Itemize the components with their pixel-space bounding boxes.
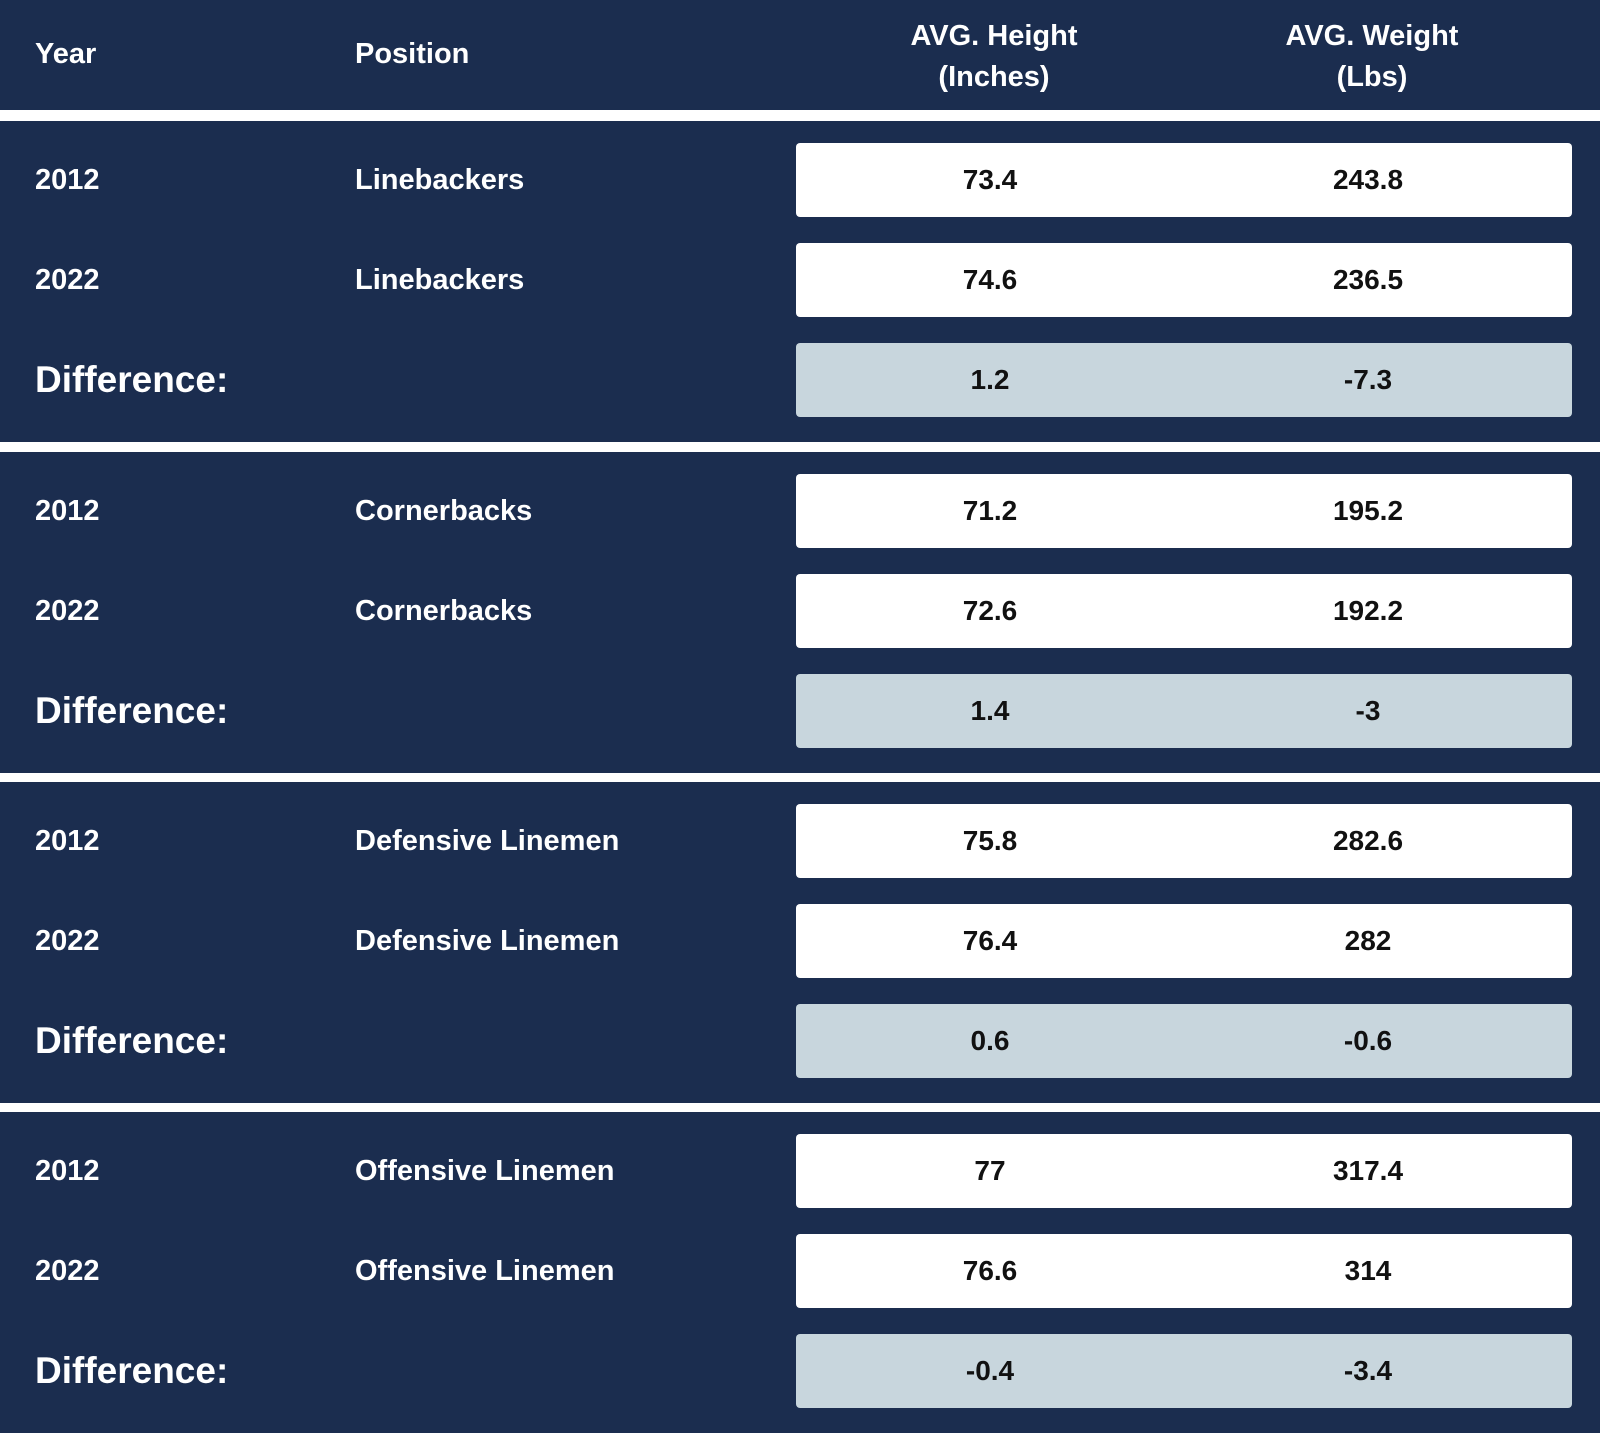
header-avg-weight-line2: (Lbs)	[1336, 61, 1408, 93]
avg-weight-value: 236.5	[1332, 264, 1404, 295]
year-cell: 2012	[35, 825, 100, 857]
position-cell: Offensive Linemen	[355, 1255, 615, 1287]
avg-height-value: 73.4	[962, 164, 1018, 195]
avg-height-value: 75.8	[962, 825, 1018, 856]
year-cell: 2022	[35, 1255, 100, 1287]
year-cell: 2012	[35, 164, 100, 196]
difference-label: Difference:	[35, 1020, 229, 1061]
year-cell: 2022	[35, 595, 100, 627]
header-avg-height-line1: AVG. Height	[910, 20, 1078, 52]
avg-height-value: 72.6	[962, 595, 1018, 626]
header-avg-height-line2: (Inches)	[938, 61, 1050, 93]
values-box: 72.6 192.2	[796, 574, 1572, 648]
height-difference-value: 1.2	[970, 364, 1010, 395]
values-box: 74.6 236.5	[796, 243, 1572, 317]
difference-box: -0.4 -3.4	[796, 1334, 1572, 1408]
avg-height-value: 76.4	[962, 925, 1018, 956]
height-difference-value: 1.4	[970, 695, 1010, 726]
avg-weight-value: 195.2	[1332, 495, 1404, 526]
weight-difference-value: -7.3	[1343, 364, 1393, 395]
difference-label: Difference:	[35, 359, 229, 400]
height-difference-value: -0.4	[965, 1355, 1015, 1386]
position-cell: Defensive Linemen	[355, 925, 620, 957]
position-cell: Offensive Linemen	[355, 1155, 615, 1187]
difference-label: Difference:	[35, 1350, 229, 1391]
header-avg-weight-line1: AVG. Weight	[1285, 20, 1459, 52]
position-group: 2012 Offensive Linemen 77 317.4 2022 Offensiv…	[0, 1112, 1600, 1433]
height-difference-value: 0.6	[970, 1025, 1010, 1056]
year-cell: 2022	[35, 925, 100, 957]
year-cell: 2012	[35, 495, 100, 527]
values-box: 76.4 282	[796, 904, 1572, 978]
position-group: 2012 Defensive Linemen 75.8 282.6 2022 Defens…	[0, 782, 1600, 1103]
avg-weight-value: 317.4	[1332, 1155, 1404, 1186]
position-cell: Linebackers	[355, 164, 525, 196]
header-avg-height: AVG. Height (Inches)	[894, 16, 1094, 98]
position-group: 2012 Cornerbacks 71.2 195.2 2022 Cornerbacks 7…	[0, 452, 1600, 773]
position-cell: Linebackers	[355, 264, 525, 296]
avg-height-value: 76.6	[962, 1255, 1018, 1286]
avg-weight-value: 192.2	[1332, 595, 1404, 626]
avg-height-value: 71.2	[962, 495, 1018, 526]
position-cell: Cornerbacks	[355, 595, 533, 627]
values-box: 71.2 195.2	[796, 474, 1572, 548]
avg-weight-value: 282.6	[1332, 825, 1404, 856]
header-position: Position	[355, 38, 470, 70]
header-year: Year	[35, 38, 97, 70]
values-box: 77 317.4	[796, 1134, 1572, 1208]
values-box: 75.8 282.6	[796, 804, 1572, 878]
year-cell: 2022	[35, 264, 100, 296]
position-cell: Cornerbacks	[355, 495, 533, 527]
avg-weight-value: 314	[1344, 1255, 1392, 1286]
weight-difference-value: -3.4	[1343, 1355, 1393, 1386]
position-cell: Defensive Linemen	[355, 825, 620, 857]
difference-label: Difference:	[35, 690, 229, 731]
difference-box: 1.4 -3	[796, 674, 1572, 748]
avg-height-value: 74.6	[962, 264, 1018, 295]
weight-difference-value: -3	[1355, 695, 1381, 726]
difference-box: 0.6 -0.6	[796, 1004, 1572, 1078]
avg-weight-value: 243.8	[1332, 164, 1404, 195]
table-header: Year Position AVG. Height (Inches) AVG. …	[0, 0, 1600, 110]
weight-difference-value: -0.6	[1343, 1025, 1393, 1056]
header-avg-weight: AVG. Weight (Lbs)	[1272, 16, 1472, 98]
position-group: 2012 Linebackers 73.4 243.8 2022 Linebackers 7…	[0, 121, 1600, 442]
avg-weight-value: 282	[1344, 925, 1392, 956]
values-box: 76.6 314	[796, 1234, 1572, 1308]
values-box: 73.4 243.8	[796, 143, 1572, 217]
avg-height-value: 77	[974, 1155, 1006, 1186]
year-cell: 2012	[35, 1155, 100, 1187]
difference-box: 1.2 -7.3	[796, 343, 1572, 417]
